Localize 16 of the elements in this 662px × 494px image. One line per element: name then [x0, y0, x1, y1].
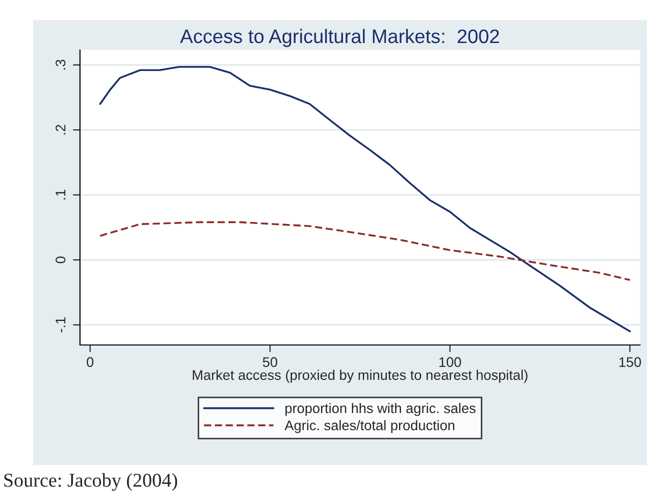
y-tick-label: 0	[56, 256, 66, 264]
legend-label: Agric. sales/total production	[284, 420, 454, 434]
y-tick-label: -.1	[56, 317, 66, 332]
source-note: Source: Jacoby (2004)	[4, 473, 178, 491]
x-tick-label: 50	[262, 357, 278, 368]
y-tick-label: .2	[56, 124, 66, 134]
x-axis-title: Market access (proxied by minutes to nearest hospital)	[192, 370, 528, 383]
legend-label: proportion hhs with agric. sales	[285, 402, 476, 416]
line-series	[99, 221, 631, 281]
x-tick-label: 0	[86, 357, 94, 368]
x-tick-label: 100	[439, 357, 462, 368]
chart-title: Access to Agricultural Markets: 2002	[180, 28, 499, 48]
line-series	[99, 66, 631, 332]
x-tick-label: 150	[619, 357, 641, 368]
y-tick-label: .1	[56, 190, 66, 200]
y-tick-label: .3	[56, 60, 66, 70]
